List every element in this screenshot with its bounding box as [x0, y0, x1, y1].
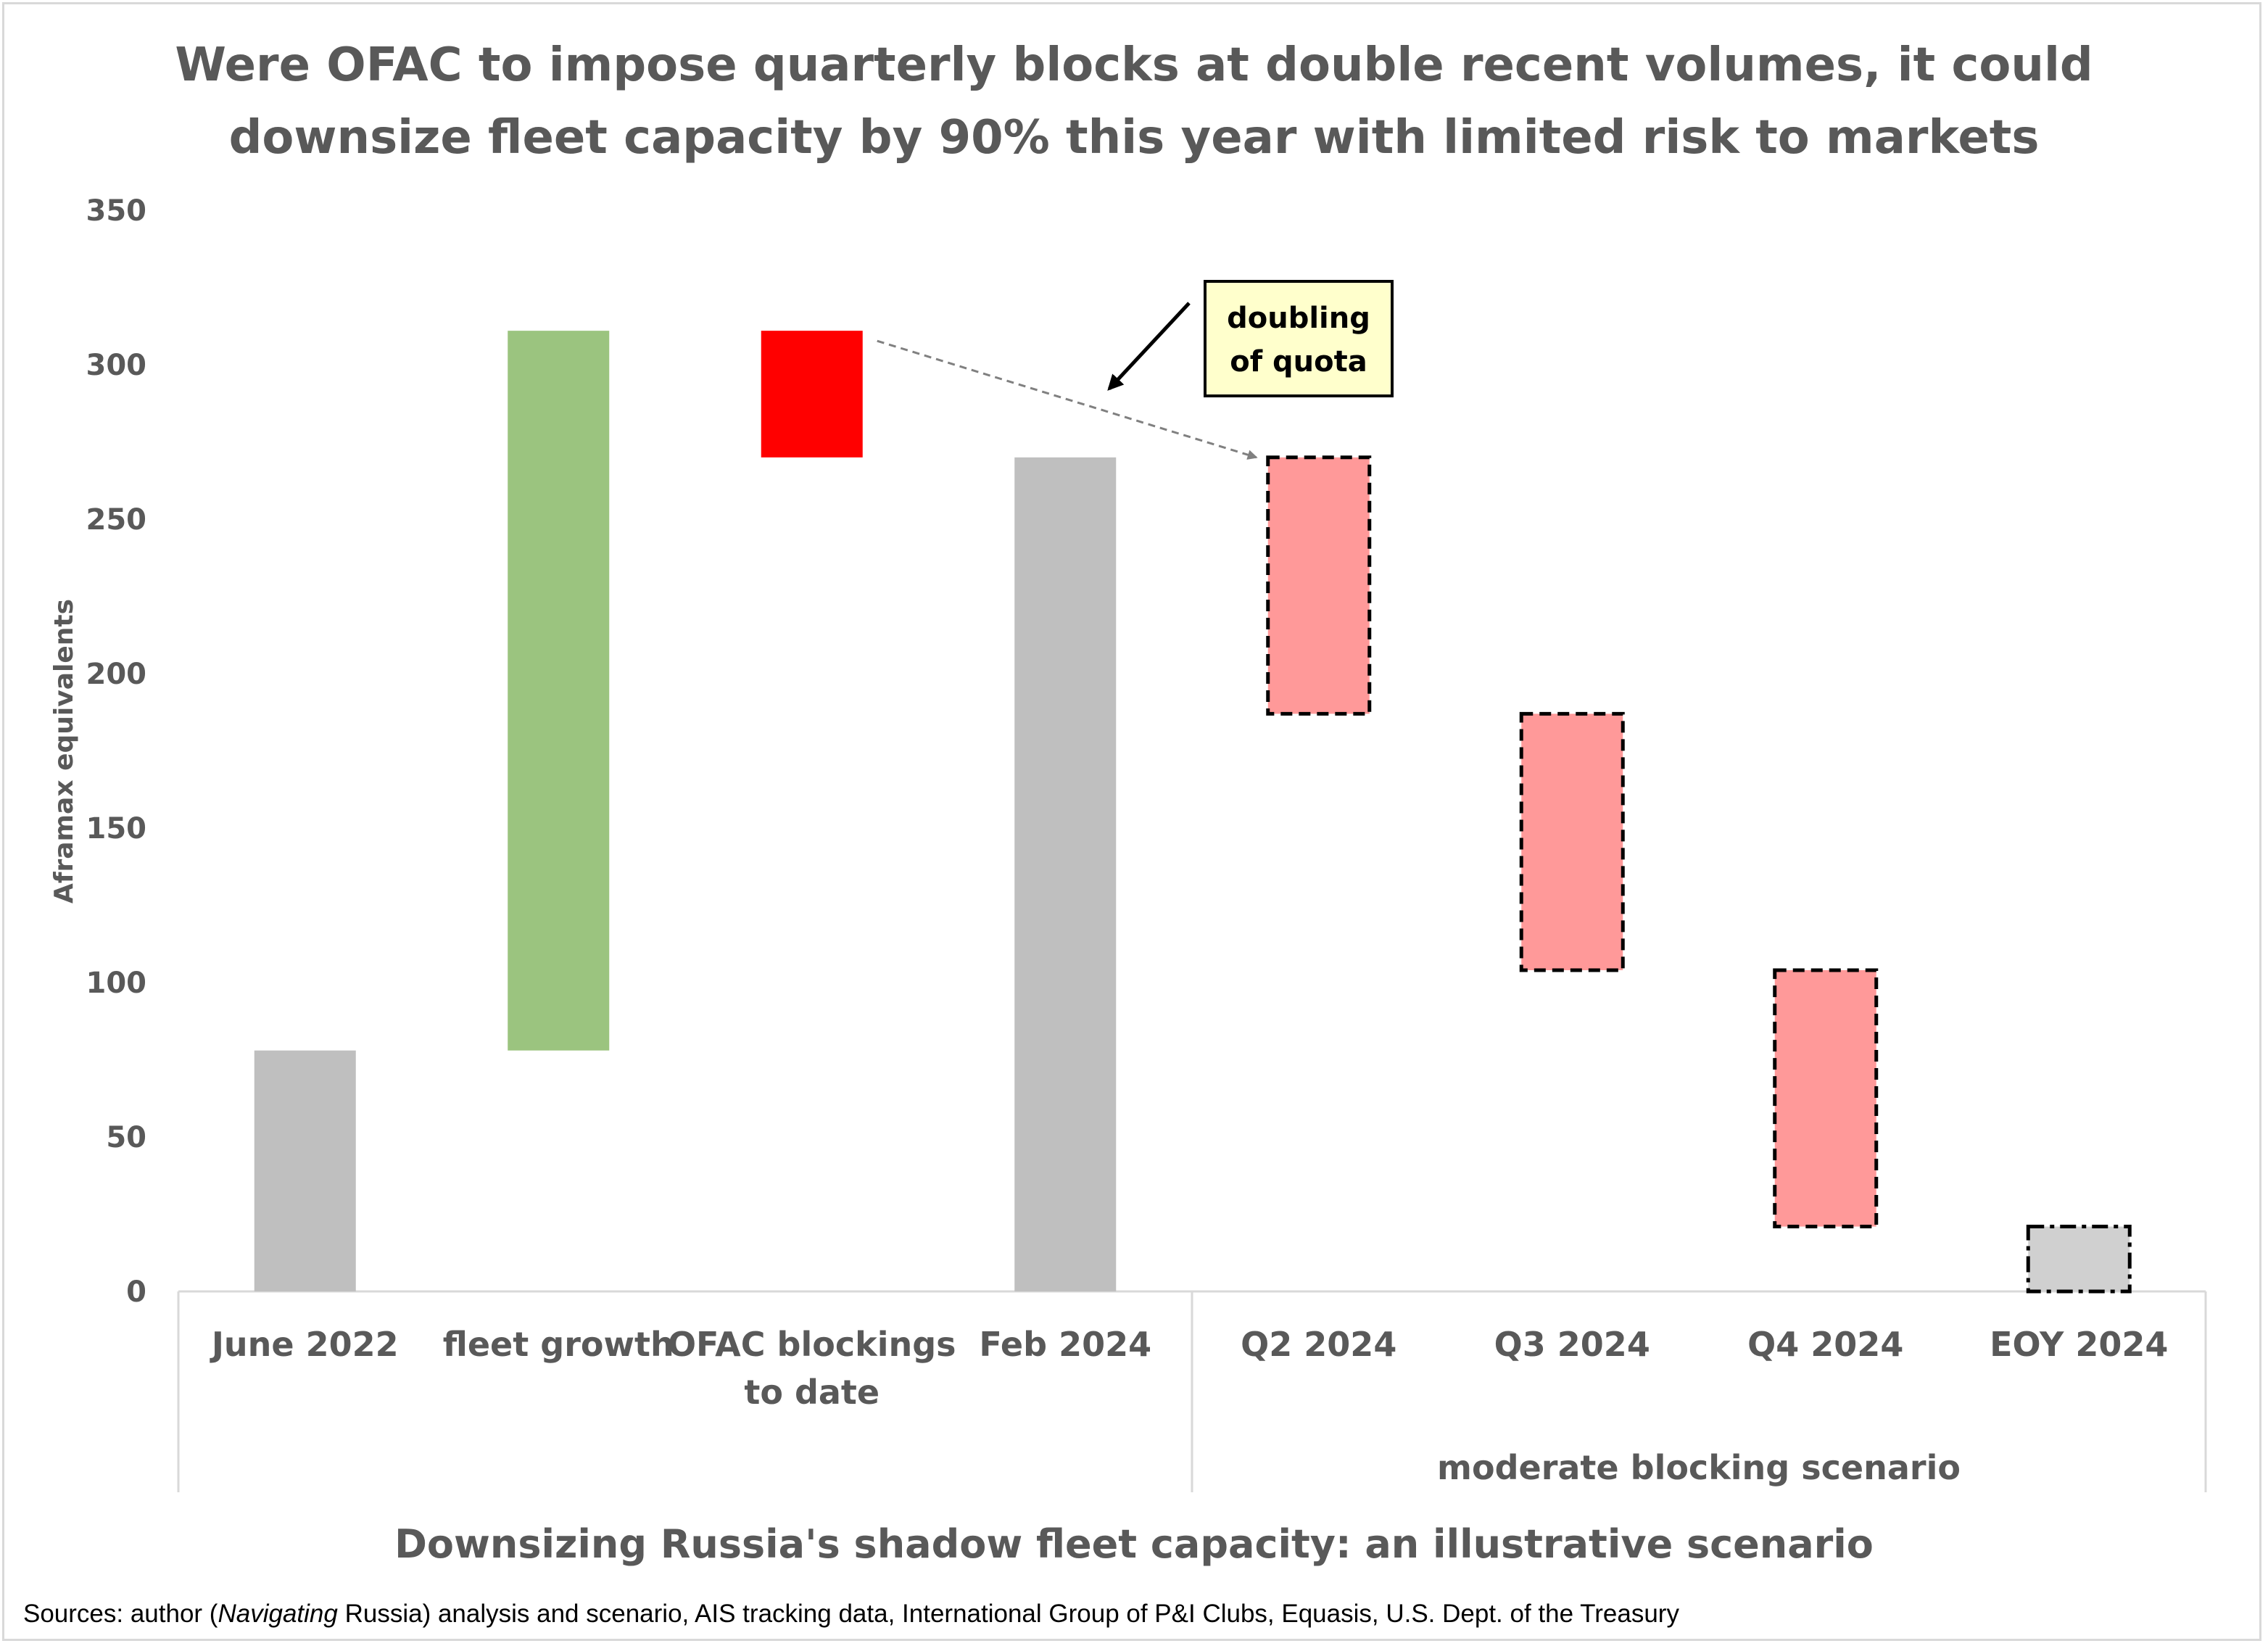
chart-subtitle: Downsizing Russia's shadow fleet capacit… [394, 1521, 1874, 1567]
doubling-of-quota-callout: doubling of quota [1107, 280, 1394, 397]
y-tick-label: 350 [86, 194, 147, 228]
y-tick-label: 300 [86, 349, 147, 382]
x-category-label: fleet growth [443, 1325, 674, 1364]
y-axis: 0 50 100 150 200 250 300 350 [86, 194, 147, 1309]
y-axis-label: Aframax equivalents [49, 599, 79, 903]
y-tick-label: 0 [126, 1275, 146, 1309]
y-tick-label: 250 [86, 503, 147, 537]
y-tick-label: 50 [106, 1121, 146, 1154]
bar-feb-2024 [1014, 457, 1117, 1291]
bar-fleet-growth [508, 331, 610, 1051]
bar-ofac-blockings-to-date [761, 331, 863, 458]
callout-pointer-arrow [1107, 302, 1191, 391]
sources-prefix: Sources: author ( [23, 1600, 218, 1628]
chart-title: Were OFAC to impose quarterly blocks at … [175, 38, 2093, 165]
group-label-moderate-blocking: moderate blocking scenario [1437, 1448, 1961, 1487]
x-category-label: EOY 2024 [1990, 1325, 2168, 1364]
callout-text-line: doubling [1227, 302, 1370, 335]
sources-italic: Navigating [218, 1600, 338, 1628]
connector-dashed-arrow [877, 339, 1258, 460]
axis-lines [177, 1290, 2207, 1492]
bar-q2-2024 [1266, 455, 1372, 716]
x-category-label: Q2 2024 [1241, 1325, 1396, 1364]
bars [254, 331, 2132, 1294]
x-category-label: OFAC blockings [668, 1325, 956, 1364]
x-category-label: Q3 2024 [1494, 1325, 1650, 1364]
sources-suffix: Russia) analysis and scenario, AIS track… [337, 1600, 1679, 1628]
callout-text-line: of quota [1230, 345, 1367, 379]
x-category-label: Q4 2024 [1747, 1325, 1903, 1364]
x-category-label: June 2022 [210, 1325, 399, 1364]
bar-eoy-2024 [2026, 1225, 2132, 1294]
x-category-label: Feb 2024 [979, 1325, 1151, 1364]
y-tick-label: 150 [86, 812, 147, 845]
y-tick-label: 200 [86, 658, 147, 691]
callout-box [1204, 280, 1394, 397]
bar-june-2022 [254, 1050, 356, 1291]
x-category-label: to date [744, 1373, 880, 1412]
bar-q3-2024 [1519, 711, 1625, 972]
bar-q4-2024 [1773, 968, 1879, 1229]
y-tick-label: 100 [86, 967, 147, 1000]
connector-arrow [877, 339, 1258, 460]
sources-note: Sources: author (Navigating Russia) anal… [23, 1600, 1679, 1629]
